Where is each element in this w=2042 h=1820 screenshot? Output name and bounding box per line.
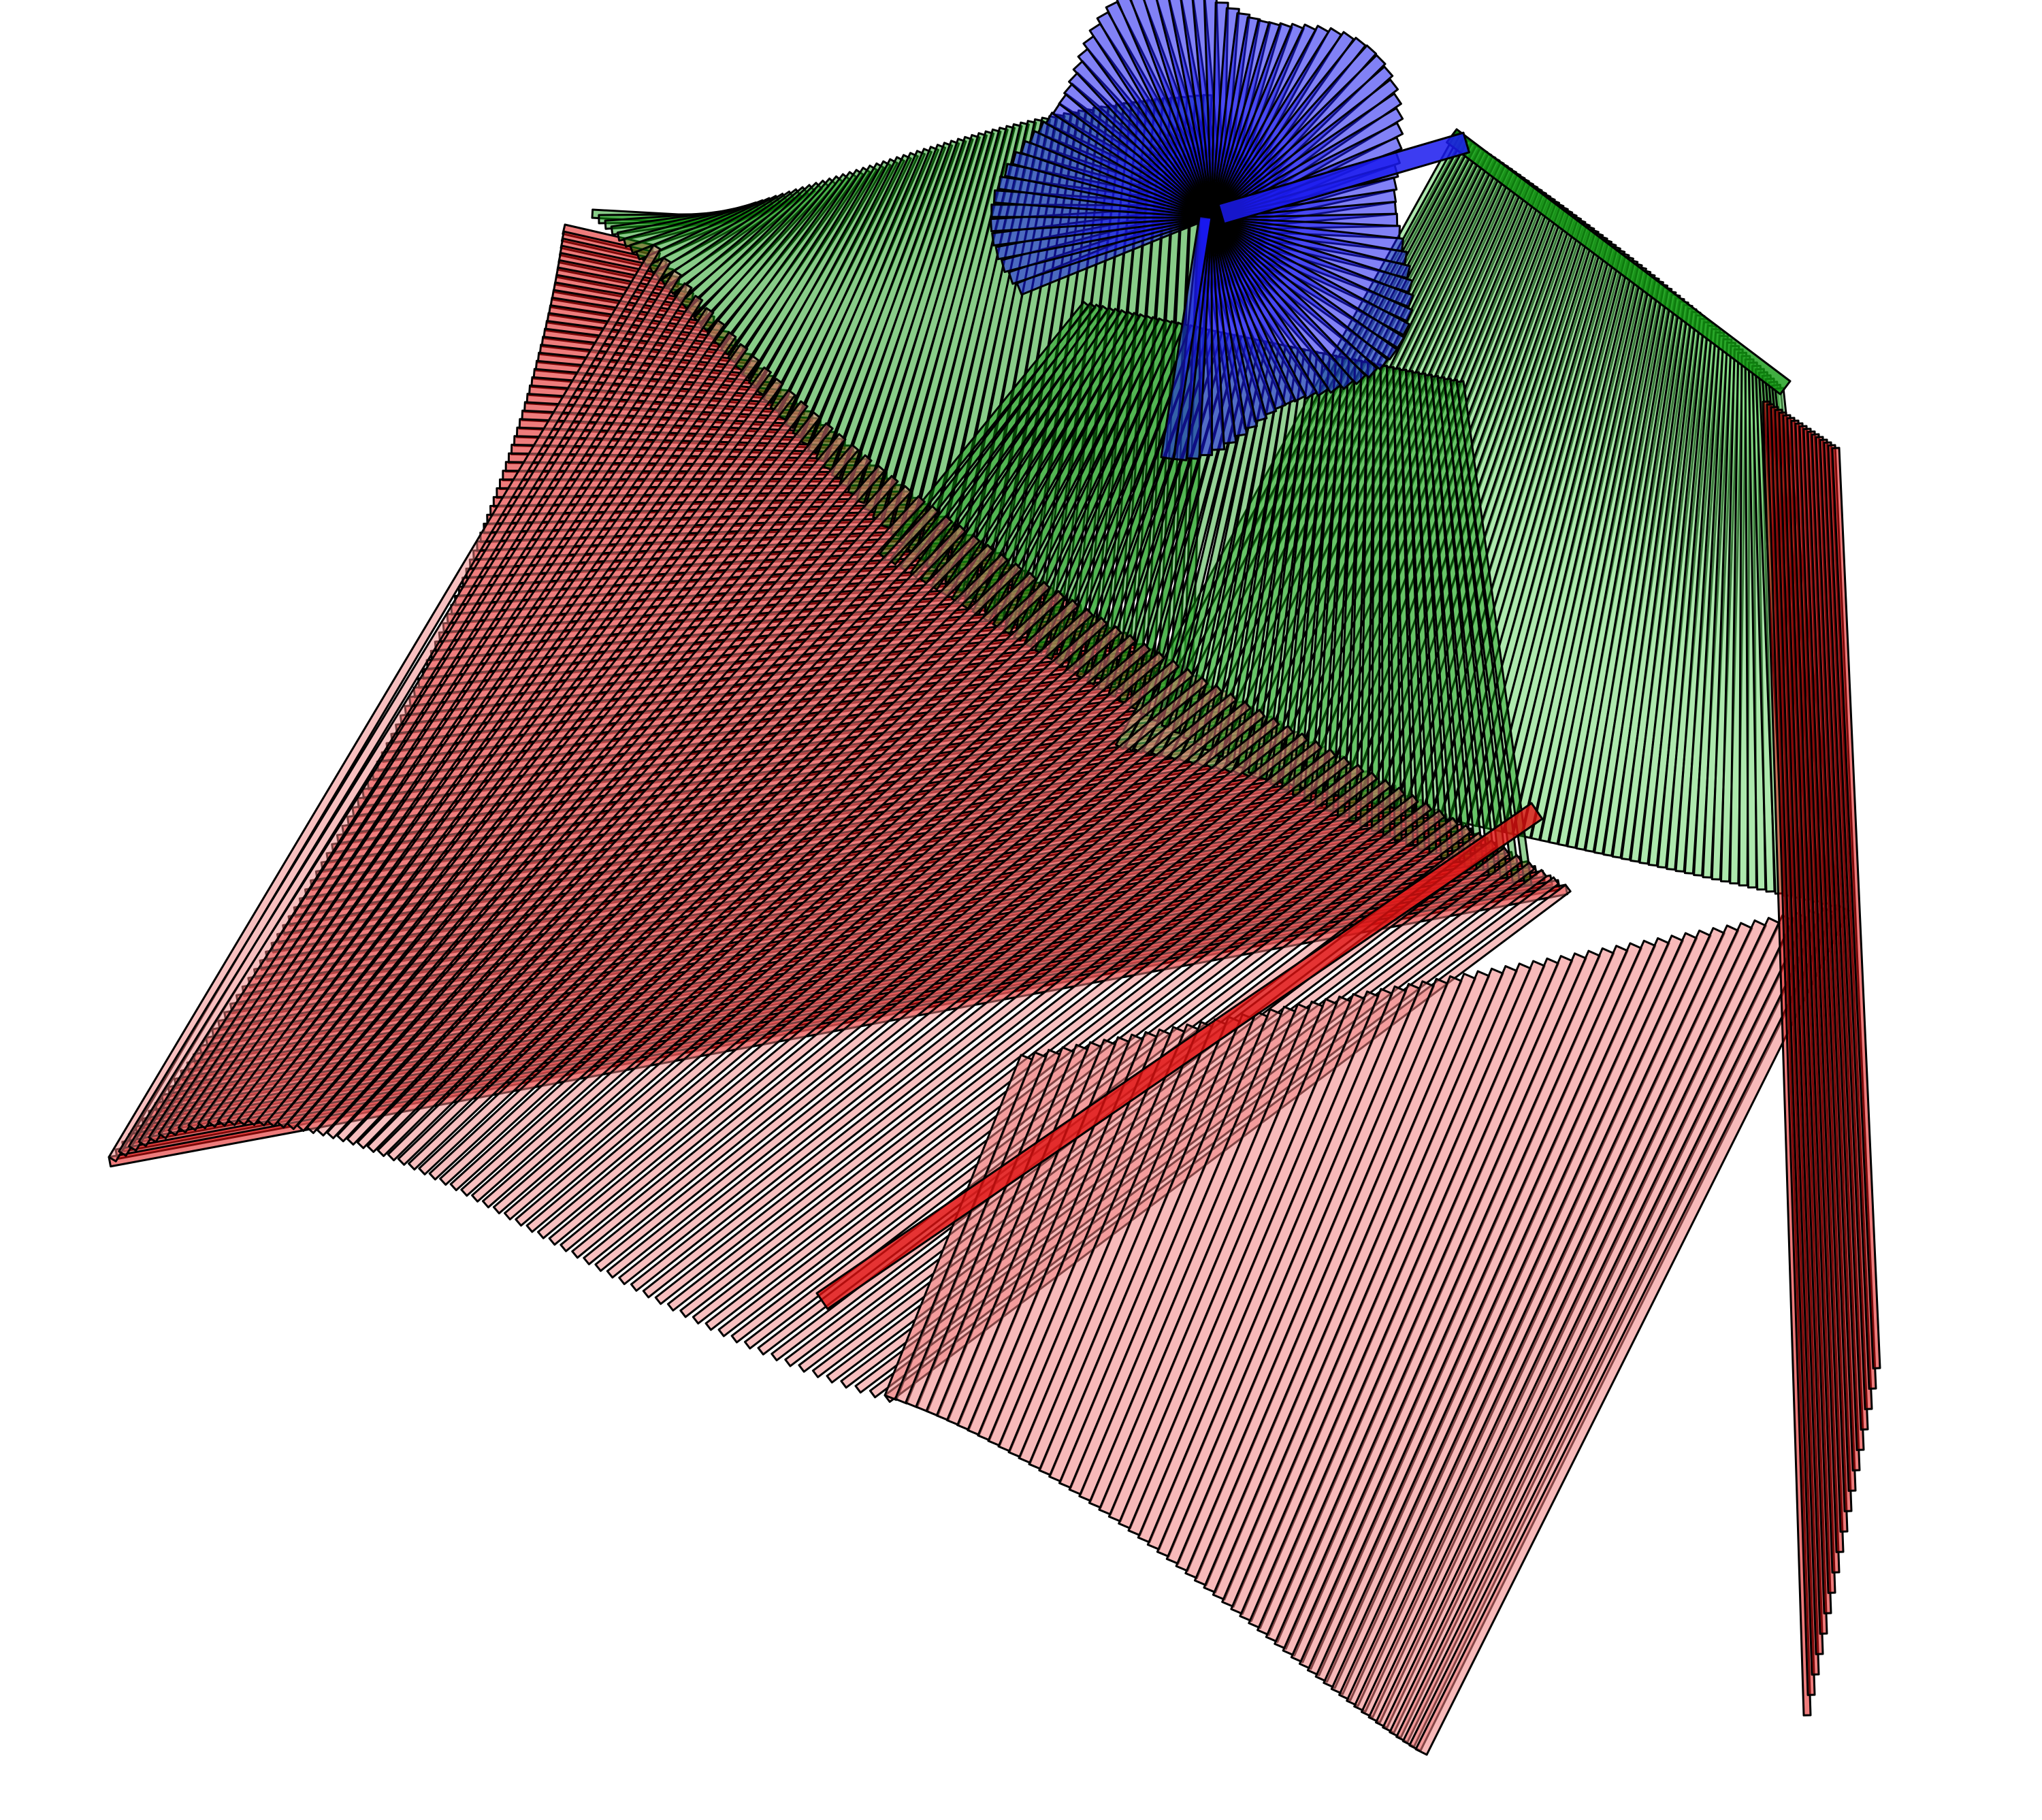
red-front-ribbon	[481, 634, 1137, 1209]
red-front-ribbon	[286, 454, 873, 1131]
red-diagonal-bar	[815, 802, 1544, 1310]
green-center-ribbon	[1411, 371, 1449, 860]
red-front-ribbon	[515, 660, 1180, 1227]
green-ribbon-bundle	[591, 94, 1839, 907]
green-center-ribbon	[950, 310, 1135, 604]
red-front-ribbon	[127, 270, 682, 1152]
red-front-ribbon	[376, 544, 994, 1157]
red-front-ribbon	[197, 355, 760, 1129]
red-front-ribbon	[366, 534, 981, 1153]
red-front-ribbon	[296, 464, 886, 1132]
red-front-ribbon	[157, 307, 715, 1139]
red-front-ribbon	[449, 608, 1094, 1192]
red-front-ribbon	[692, 779, 1392, 1325]
green-center-ribbon	[1385, 365, 1403, 842]
red-front-ribbon	[408, 572, 1037, 1171]
green-center-ribbon	[1436, 376, 1497, 876]
red-front-ribbon	[606, 724, 1295, 1279]
red-front-ribbon	[666, 764, 1365, 1312]
red-front-ribbon	[118, 257, 672, 1157]
blue-top-bar	[1217, 131, 1470, 225]
red-front-ribbon	[537, 676, 1209, 1239]
red-front-ribbon	[397, 562, 1023, 1166]
green-center-ribbon	[909, 305, 1109, 579]
red-front-ribbon	[257, 422, 834, 1126]
red-front-ribbon	[276, 443, 860, 1128]
red-front-ribbon	[560, 692, 1237, 1252]
red-front-ribbon	[654, 755, 1350, 1305]
red-front-ribbon	[266, 433, 847, 1128]
green-center-ribbon	[920, 306, 1116, 585]
red-front-ribbon	[148, 295, 704, 1143]
red-front-ribbon	[571, 700, 1252, 1259]
red-front-ribbon	[460, 617, 1108, 1197]
red-front-ribbon	[504, 651, 1165, 1221]
red-front-ribbon	[306, 474, 899, 1135]
red-front-ribbon	[316, 485, 913, 1137]
red-front-ribbon	[187, 343, 749, 1131]
red-front-ribbon	[177, 331, 737, 1134]
red-front-ribbon	[227, 389, 796, 1126]
red-front-ribbon	[594, 717, 1280, 1272]
green-center-ribbon	[878, 301, 1090, 559]
red-edge-ribbon	[1831, 446, 1881, 1369]
green-center-ribbon	[1370, 363, 1382, 832]
red-front-ribbon	[492, 643, 1151, 1215]
red-front-ribbon	[137, 282, 693, 1148]
red-front-ribbon	[356, 524, 967, 1150]
red-front-ribbon	[336, 505, 939, 1143]
red-front-ribbon	[679, 771, 1378, 1318]
red-front-ribbon	[428, 590, 1065, 1181]
red-front-ribbon	[108, 244, 662, 1163]
red-front-ribbon	[583, 709, 1266, 1265]
red-front-ribbon	[618, 732, 1308, 1286]
blue-fan-bundle	[989, 0, 1470, 461]
red-front-ribbon	[630, 741, 1323, 1292]
red-front-ribbon	[418, 581, 1051, 1175]
red-front-ribbon	[471, 625, 1122, 1203]
red-front-ribbon	[548, 684, 1223, 1246]
blue-fan-ribbon	[1160, 214, 1213, 461]
red-front-ribbon	[642, 748, 1337, 1299]
red-edge-bundle-right	[1762, 400, 1881, 1717]
red-front-ribbon	[217, 378, 784, 1127]
red-front-ribbon	[326, 495, 926, 1139]
red-front-ribbon	[207, 366, 772, 1128]
red-ribbon-bundle-front	[108, 244, 1850, 1756]
red-front-ribbon	[387, 553, 1009, 1162]
red-front-ribbon	[439, 599, 1080, 1186]
red-front-ribbon	[525, 668, 1195, 1233]
red-front-ribbon	[246, 411, 822, 1126]
red-front-ribbon	[237, 400, 809, 1126]
green-center-ribbon	[1033, 321, 1186, 654]
green-center-ribbon	[992, 316, 1161, 629]
red-front-ribbon	[167, 319, 726, 1137]
red-front-ribbon	[346, 515, 953, 1146]
